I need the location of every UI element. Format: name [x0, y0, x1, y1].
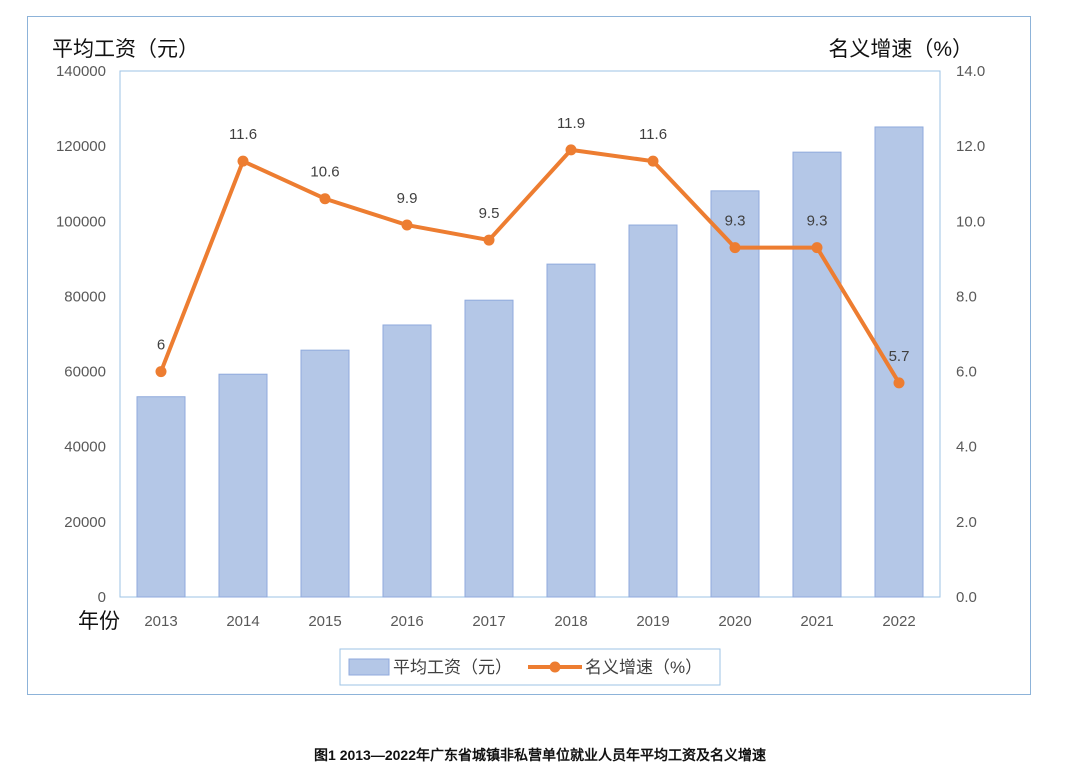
point-2018: [565, 144, 577, 156]
point-2019: [647, 155, 659, 167]
legend-line-marker: [549, 661, 561, 673]
data-label: 9.5: [479, 205, 500, 222]
right-tick-label: 4.0: [956, 439, 977, 456]
point-2022: [893, 377, 905, 389]
right-axis-title: 名义增速（%）: [828, 38, 973, 61]
x-tick-label: 2017: [472, 613, 505, 630]
left-tick-label: 20000: [64, 514, 106, 531]
x-tick-label: 2014: [226, 613, 259, 630]
data-label: 5.7: [889, 348, 910, 365]
bar-2018: [546, 263, 596, 598]
left-tick-label: 120000: [56, 138, 106, 155]
point-2017: [483, 234, 495, 246]
point-2021: [811, 242, 823, 254]
x-tick-label: 2019: [636, 613, 669, 630]
left-tick-label: 100000: [56, 213, 106, 230]
figure-caption: 图1 2013—2022年广东省城镇非私营单位就业人员年平均工资及名义增速: [314, 747, 766, 763]
x-tick-label: 2022: [882, 613, 915, 630]
right-tick-label: 2.0: [956, 514, 977, 531]
data-label: 9.9: [397, 190, 418, 207]
left-tick-label: 60000: [64, 364, 106, 381]
right-tick-label: 12.0: [956, 138, 985, 155]
bar-2022: [874, 126, 924, 598]
chart-frame: [27, 16, 1031, 695]
point-2020: [729, 242, 741, 254]
point-2013: [155, 366, 167, 378]
point-2016: [401, 219, 413, 231]
bar-2019: [628, 224, 678, 598]
data-label: 11.6: [639, 126, 667, 143]
left-tick-label: 140000: [56, 63, 106, 80]
left-axis-title: 平均工资（元）: [52, 38, 199, 61]
bar-2021: [792, 151, 842, 598]
legend-bar-label: 平均工资（元）: [393, 658, 512, 677]
x-axis-title: 年份: [78, 610, 120, 633]
right-tick-label: 0.0: [956, 589, 977, 606]
data-label: 11.6: [229, 126, 257, 143]
right-tick-label: 8.0: [956, 288, 977, 305]
chart: 0 20000 40000 60000 80000 100000 120000 140000 0…: [52, 38, 985, 686]
left-tick-label: 0: [98, 589, 106, 606]
bar-2014: [218, 373, 268, 598]
bar-2016: [382, 324, 432, 598]
data-label: 9.3: [807, 213, 828, 230]
legend-line-label: 名义增速（%）: [585, 658, 702, 677]
bar-2017: [464, 299, 514, 598]
right-tick-label: 10.0: [956, 213, 985, 230]
data-label: 11.9: [557, 115, 585, 132]
x-tick-label: 2021: [800, 613, 833, 630]
x-tick-label: 2016: [390, 613, 423, 630]
plot-area: [119, 70, 941, 598]
left-tick-label: 80000: [64, 288, 106, 305]
point-2014: [237, 155, 249, 167]
x-tick-label: 2020: [718, 613, 751, 630]
data-label: 6: [157, 337, 165, 354]
left-tick-label: 40000: [64, 439, 106, 456]
legend-bar-swatch: [348, 658, 390, 676]
right-tick-label: 6.0: [956, 364, 977, 381]
x-tick-label: 2018: [554, 613, 587, 630]
bar-2013: [136, 396, 186, 598]
data-label: 10.6: [310, 164, 339, 181]
point-2015: [319, 193, 331, 205]
growth-line: [159, 147, 901, 384]
right-tick-label: 14.0: [956, 63, 985, 80]
data-label: 9.3: [725, 213, 746, 230]
bar-2015: [300, 349, 350, 598]
x-tick-label: 2015: [308, 613, 341, 630]
x-tick-label: 2013: [144, 613, 177, 630]
bar-2020: [710, 190, 760, 598]
